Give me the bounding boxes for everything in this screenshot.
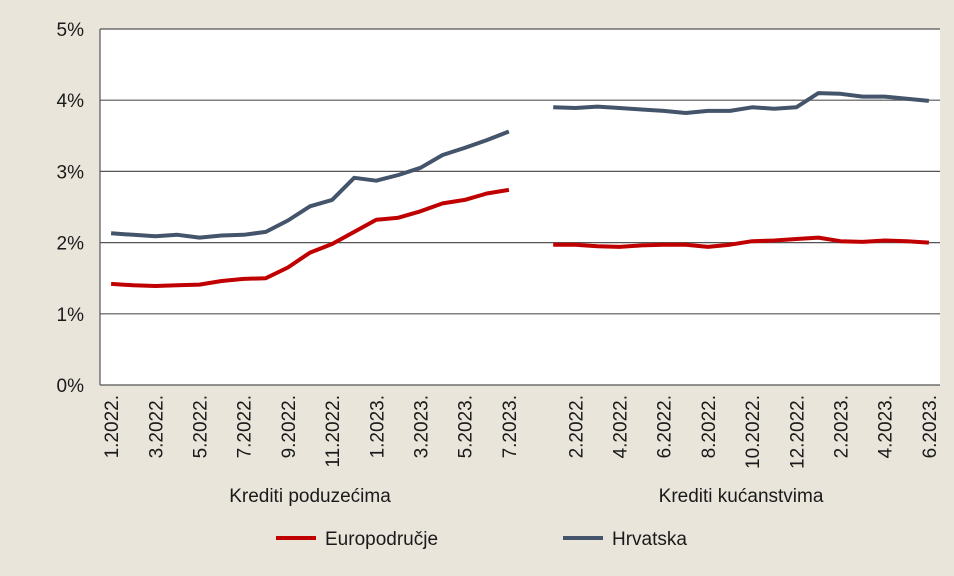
x-tick-label: 10.2022. (743, 395, 764, 469)
x-tick-label: 6.2022. (655, 395, 676, 458)
x-tick-label: 9.2022. (279, 395, 300, 458)
x-tick-label: 8.2022. (699, 395, 720, 458)
y-tick-label: 0% (57, 376, 85, 397)
x-tick-label: 1.2023. (367, 395, 388, 458)
y-axis-tick-labels: 0% 1% 2% 3% 4% 5% (57, 20, 85, 397)
plot-area (100, 29, 940, 385)
series-line-2-europodrucje (553, 235, 930, 249)
y-tick-label: 5% (57, 20, 85, 41)
x-tick-label: 12.2022. (787, 395, 808, 469)
x-tick-label: 4.2023. (876, 395, 897, 458)
x-tick-label: 3.2023. (412, 395, 433, 458)
group-label: Krediti poduzećima (229, 486, 391, 507)
series-lines (110, 91, 930, 288)
series-line-2-hrvatska (553, 91, 930, 115)
y-tick-label: 1% (57, 305, 85, 326)
legend-label: Europodručje (325, 529, 438, 550)
x-tick-label: 4.2022. (610, 395, 631, 458)
y-tick-label: 2% (57, 234, 85, 255)
x-tick-label: 1.2022. (102, 395, 123, 458)
group-labels: Krediti poduzećima Krediti kućanstvima (229, 486, 824, 507)
x-tick-label: 7.2022. (235, 395, 256, 458)
x-tick-label: 5.2022. (190, 395, 211, 458)
grid-lines (99, 28, 940, 386)
series-line-1-europodrucje (110, 187, 510, 288)
legend: Europodručje Hrvatska (276, 529, 687, 550)
x-tick-label: 2.2022. (566, 395, 587, 458)
x-tick-label: 7.2023. (500, 395, 521, 458)
y-tick-label: 4% (57, 91, 85, 112)
x-tick-label: 6.2023. (920, 395, 941, 458)
legend-label: Hrvatska (612, 529, 687, 550)
series-line-1-hrvatska (110, 129, 510, 240)
x-axis-tick-labels: 1.2022. 3.2022. 5.2022. 7.2022. 9.2022. 11.20… (102, 395, 941, 469)
group-label: Krediti kućanstvima (659, 486, 824, 507)
x-tick-label: 5.2023. (456, 395, 477, 458)
y-tick-label: 3% (57, 162, 85, 183)
x-tick-label: 3.2022. (146, 395, 167, 458)
x-tick-label: 2.2023. (832, 395, 853, 458)
x-tick-label: 11.2022. (323, 395, 344, 468)
